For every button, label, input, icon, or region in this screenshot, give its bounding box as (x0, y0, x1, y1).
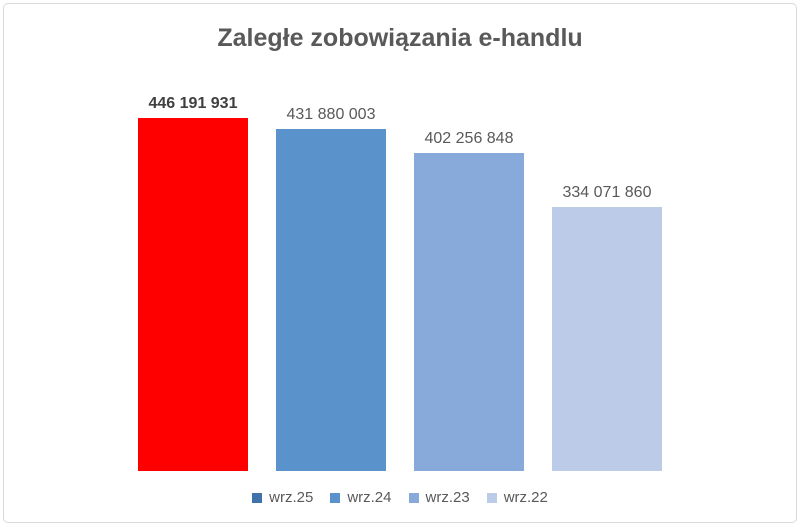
legend: wrz.25 wrz.24 wrz.23 wrz.22 (0, 489, 800, 506)
legend-swatch-icon (408, 492, 419, 503)
legend-swatch-icon (252, 492, 263, 503)
legend-label: wrz.24 (347, 489, 392, 506)
bar-group-wrz.23: 402 256 848 (414, 130, 524, 471)
bar-value-label-wrz.22: 334 071 860 (562, 184, 652, 201)
legend-swatch-icon (330, 492, 341, 503)
legend-label: wrz.23 (425, 489, 470, 506)
legend-item-wrz.22: wrz.22 (486, 489, 548, 506)
bar-group-wrz.22: 334 071 860 (552, 184, 662, 471)
bar-value-label-wrz.25: 446 191 931 (148, 95, 238, 112)
bar-value-label-wrz.24: 431 880 003 (286, 106, 376, 123)
legend-label: wrz.22 (503, 489, 548, 506)
bar-wrz.22 (552, 207, 662, 471)
plot-area: 446 191 931 431 880 003 402 256 848 334 071… (138, 95, 662, 471)
bar-wrz.24 (276, 129, 386, 471)
bar-wrz.23 (414, 153, 524, 471)
legend-item-wrz.23: wrz.23 (408, 489, 470, 506)
chart-title: Zaległe zobowiązania e-handlu (217, 24, 583, 52)
legend-label: wrz.25 (269, 489, 314, 506)
bar-value-label-wrz.23: 402 256 848 (424, 130, 514, 147)
legend-item-wrz.25: wrz.25 (252, 489, 313, 506)
bar-wrz.25 (138, 118, 248, 471)
bar-group-wrz.25: 446 191 931 (138, 95, 248, 471)
bar-group-wrz.24: 431 880 003 (276, 106, 386, 471)
legend-swatch-icon (486, 492, 497, 503)
legend-item-wrz.24: wrz.24 (330, 489, 392, 506)
